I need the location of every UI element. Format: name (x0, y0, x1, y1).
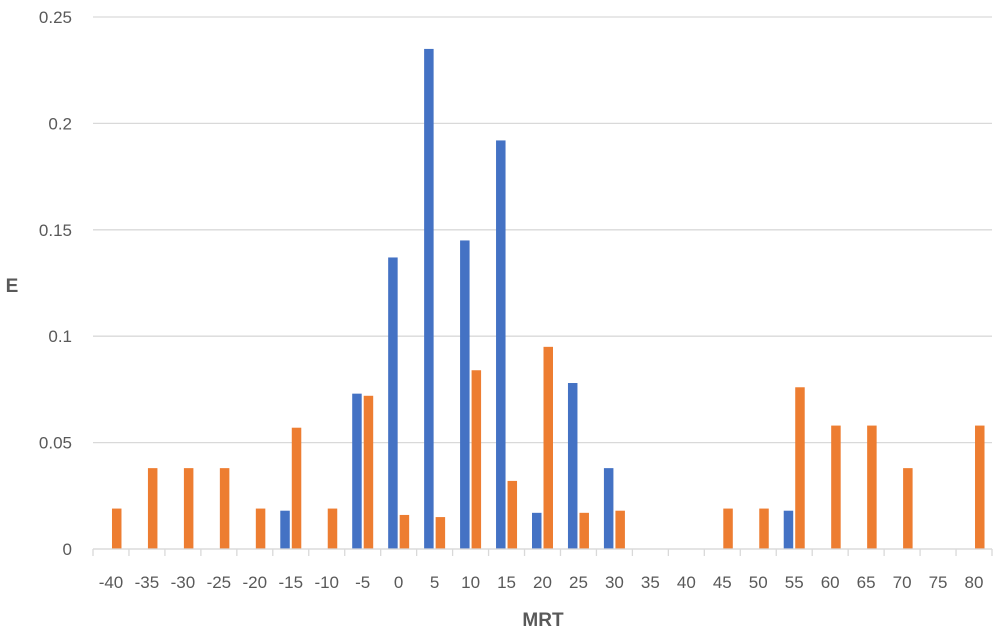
y-tick-label: 0.05 (39, 434, 72, 453)
x-tick-label: -30 (171, 573, 196, 592)
x-tick-label: 60 (821, 573, 840, 592)
x-tick-label: -25 (207, 573, 232, 592)
bar-orange (363, 395, 374, 549)
bar-orange (147, 468, 158, 549)
x-tick-label: -20 (243, 573, 268, 592)
bar-orange (903, 468, 913, 549)
bar-orange (795, 387, 805, 549)
x-tick-label: 10 (461, 573, 480, 592)
x-tick-label: 20 (533, 573, 552, 592)
x-tick-label: 45 (713, 573, 732, 592)
bar-orange (759, 508, 769, 549)
bar-orange (543, 346, 553, 549)
x-tick-label: 35 (641, 573, 660, 592)
bar-orange (435, 517, 446, 549)
x-tick-label: -35 (135, 573, 160, 592)
y-axis-ticks: 0 0.05 0.1 0.15 0.2 0.25 (39, 8, 72, 559)
y-tick-label: 0.15 (39, 221, 72, 240)
bar-orange (219, 468, 230, 549)
x-tick-label: 5 (430, 573, 439, 592)
y-tick-label: 0 (63, 540, 72, 559)
y-tick-label: 0.1 (48, 327, 72, 346)
x-tick-label: 15 (497, 573, 516, 592)
y-tick-label: 0.25 (39, 8, 72, 27)
y-axis-title: E (6, 276, 19, 297)
x-tick-label: 65 (857, 573, 876, 592)
bars (111, 48, 985, 550)
bar-orange (615, 510, 625, 549)
x-tick-label: 80 (965, 573, 984, 592)
bar-orange (975, 425, 985, 549)
bar-orange (399, 514, 410, 549)
x-tick-label: -40 (99, 573, 124, 592)
x-tick-label: 55 (785, 573, 804, 592)
bar-orange (471, 370, 482, 549)
x-tick-label: 25 (569, 573, 588, 592)
bar-orange (327, 508, 338, 549)
x-tick-label: 30 (605, 573, 624, 592)
bar-blue (424, 48, 434, 550)
bar-orange (255, 508, 266, 549)
bar-blue (496, 140, 506, 549)
bar-orange (723, 508, 733, 549)
bar-blue (532, 512, 542, 549)
x-tick-label: 0 (394, 573, 403, 592)
x-tick-label: 40 (677, 573, 696, 592)
x-axis-title: MRT (522, 610, 564, 631)
bar-orange (507, 480, 518, 549)
bar-orange (579, 512, 589, 549)
x-tick-label: -15 (278, 573, 303, 592)
x-axis-ticks: -40 -35 -30 -25 -20 -15 -10 -5 0 5 10 15 20 25 30 35 40 4… (92, 548, 993, 592)
bar-orange (111, 508, 122, 549)
x-tick-label: 75 (929, 573, 948, 592)
bar-blue (783, 510, 794, 549)
bar-blue (567, 383, 578, 549)
x-tick-label: 50 (749, 573, 768, 592)
bar-blue (460, 240, 470, 549)
x-tick-label: -10 (314, 573, 339, 592)
y-tick-label: 0.2 (48, 114, 72, 133)
bar-blue (388, 257, 398, 549)
bar-blue (352, 393, 362, 549)
x-tick-label: -5 (355, 573, 370, 592)
bar-orange (183, 468, 194, 549)
x-tick-label: 70 (893, 573, 912, 592)
bar-orange (867, 425, 877, 549)
bar-orange (291, 427, 302, 549)
bar-blue (280, 510, 290, 549)
bar-orange (831, 425, 841, 549)
bar-blue (603, 468, 614, 549)
